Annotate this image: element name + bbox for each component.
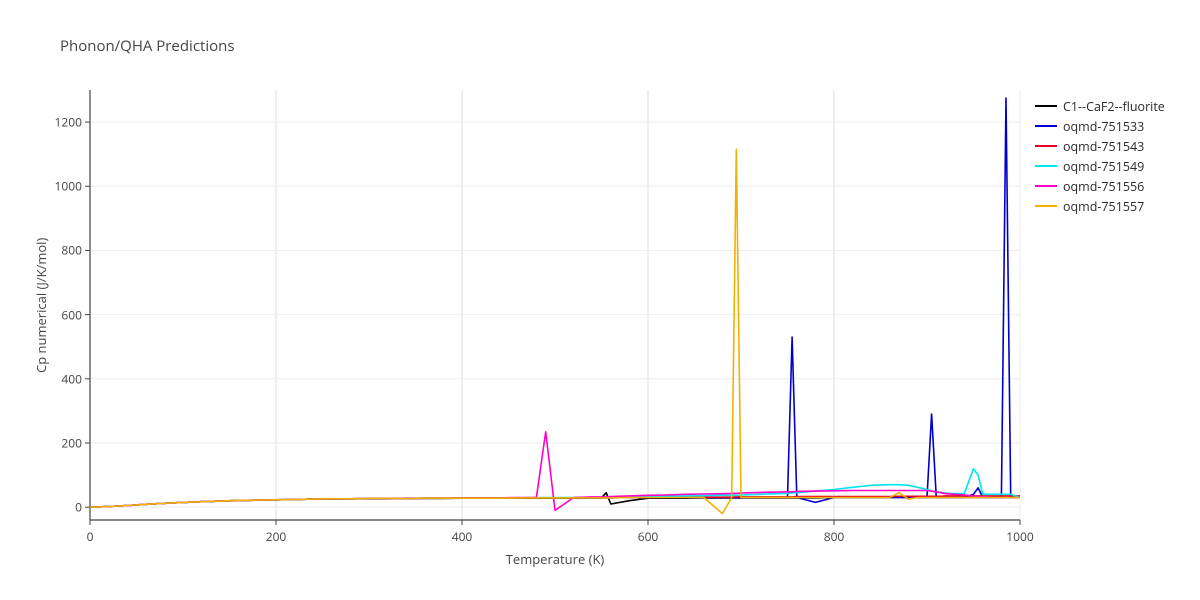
y-tick: 1200	[32, 114, 82, 131]
legend-swatch	[1035, 105, 1057, 108]
plot-area[interactable]: Temperature (K) Cp numerical (J/K/mol) 0…	[90, 90, 1020, 520]
chart-container: Phonon/QHA Predictions Temperature (K) C…	[0, 0, 1200, 600]
legend-label: oqmd-751556	[1063, 178, 1144, 195]
legend-swatch	[1035, 145, 1057, 148]
legend-item[interactable]: oqmd-751556	[1035, 176, 1165, 196]
x-tick: 1000	[1006, 528, 1033, 545]
legend-label: oqmd-751557	[1063, 198, 1144, 215]
legend-label: C1--CaF2--fluorite	[1063, 98, 1165, 115]
legend-item[interactable]: oqmd-751543	[1035, 136, 1165, 156]
chart-title: Phonon/QHA Predictions	[60, 36, 235, 56]
legend-item[interactable]: C1--CaF2--fluorite	[1035, 96, 1165, 116]
legend-item[interactable]: oqmd-751557	[1035, 196, 1165, 216]
legend-label: oqmd-751543	[1063, 138, 1144, 155]
legend-swatch	[1035, 185, 1057, 188]
y-tick: 0	[32, 499, 82, 516]
x-axis-label: Temperature (K)	[90, 550, 1020, 568]
x-tick: 600	[638, 528, 659, 545]
legend-swatch	[1035, 205, 1057, 208]
x-tick: 200	[266, 528, 287, 545]
legend-swatch	[1035, 125, 1057, 128]
legend: C1--CaF2--fluorite oqmd-751533 oqmd-751543…	[1035, 96, 1165, 216]
y-tick: 200	[32, 434, 82, 451]
plot-svg	[90, 90, 1020, 520]
y-tick: 400	[32, 370, 82, 387]
x-tick: 800	[824, 528, 845, 545]
legend-label: oqmd-751549	[1063, 158, 1144, 175]
legend-label: oqmd-751533	[1063, 118, 1144, 135]
legend-item[interactable]: oqmd-751533	[1035, 116, 1165, 136]
x-tick: 400	[452, 528, 473, 545]
y-tick: 1000	[32, 178, 82, 195]
y-axis-label: Cp numerical (J/K/mol)	[32, 90, 52, 520]
y-tick: 800	[32, 242, 82, 259]
y-tick: 600	[32, 306, 82, 323]
x-tick: 0	[87, 528, 94, 545]
legend-swatch	[1035, 165, 1057, 168]
legend-item[interactable]: oqmd-751549	[1035, 156, 1165, 176]
